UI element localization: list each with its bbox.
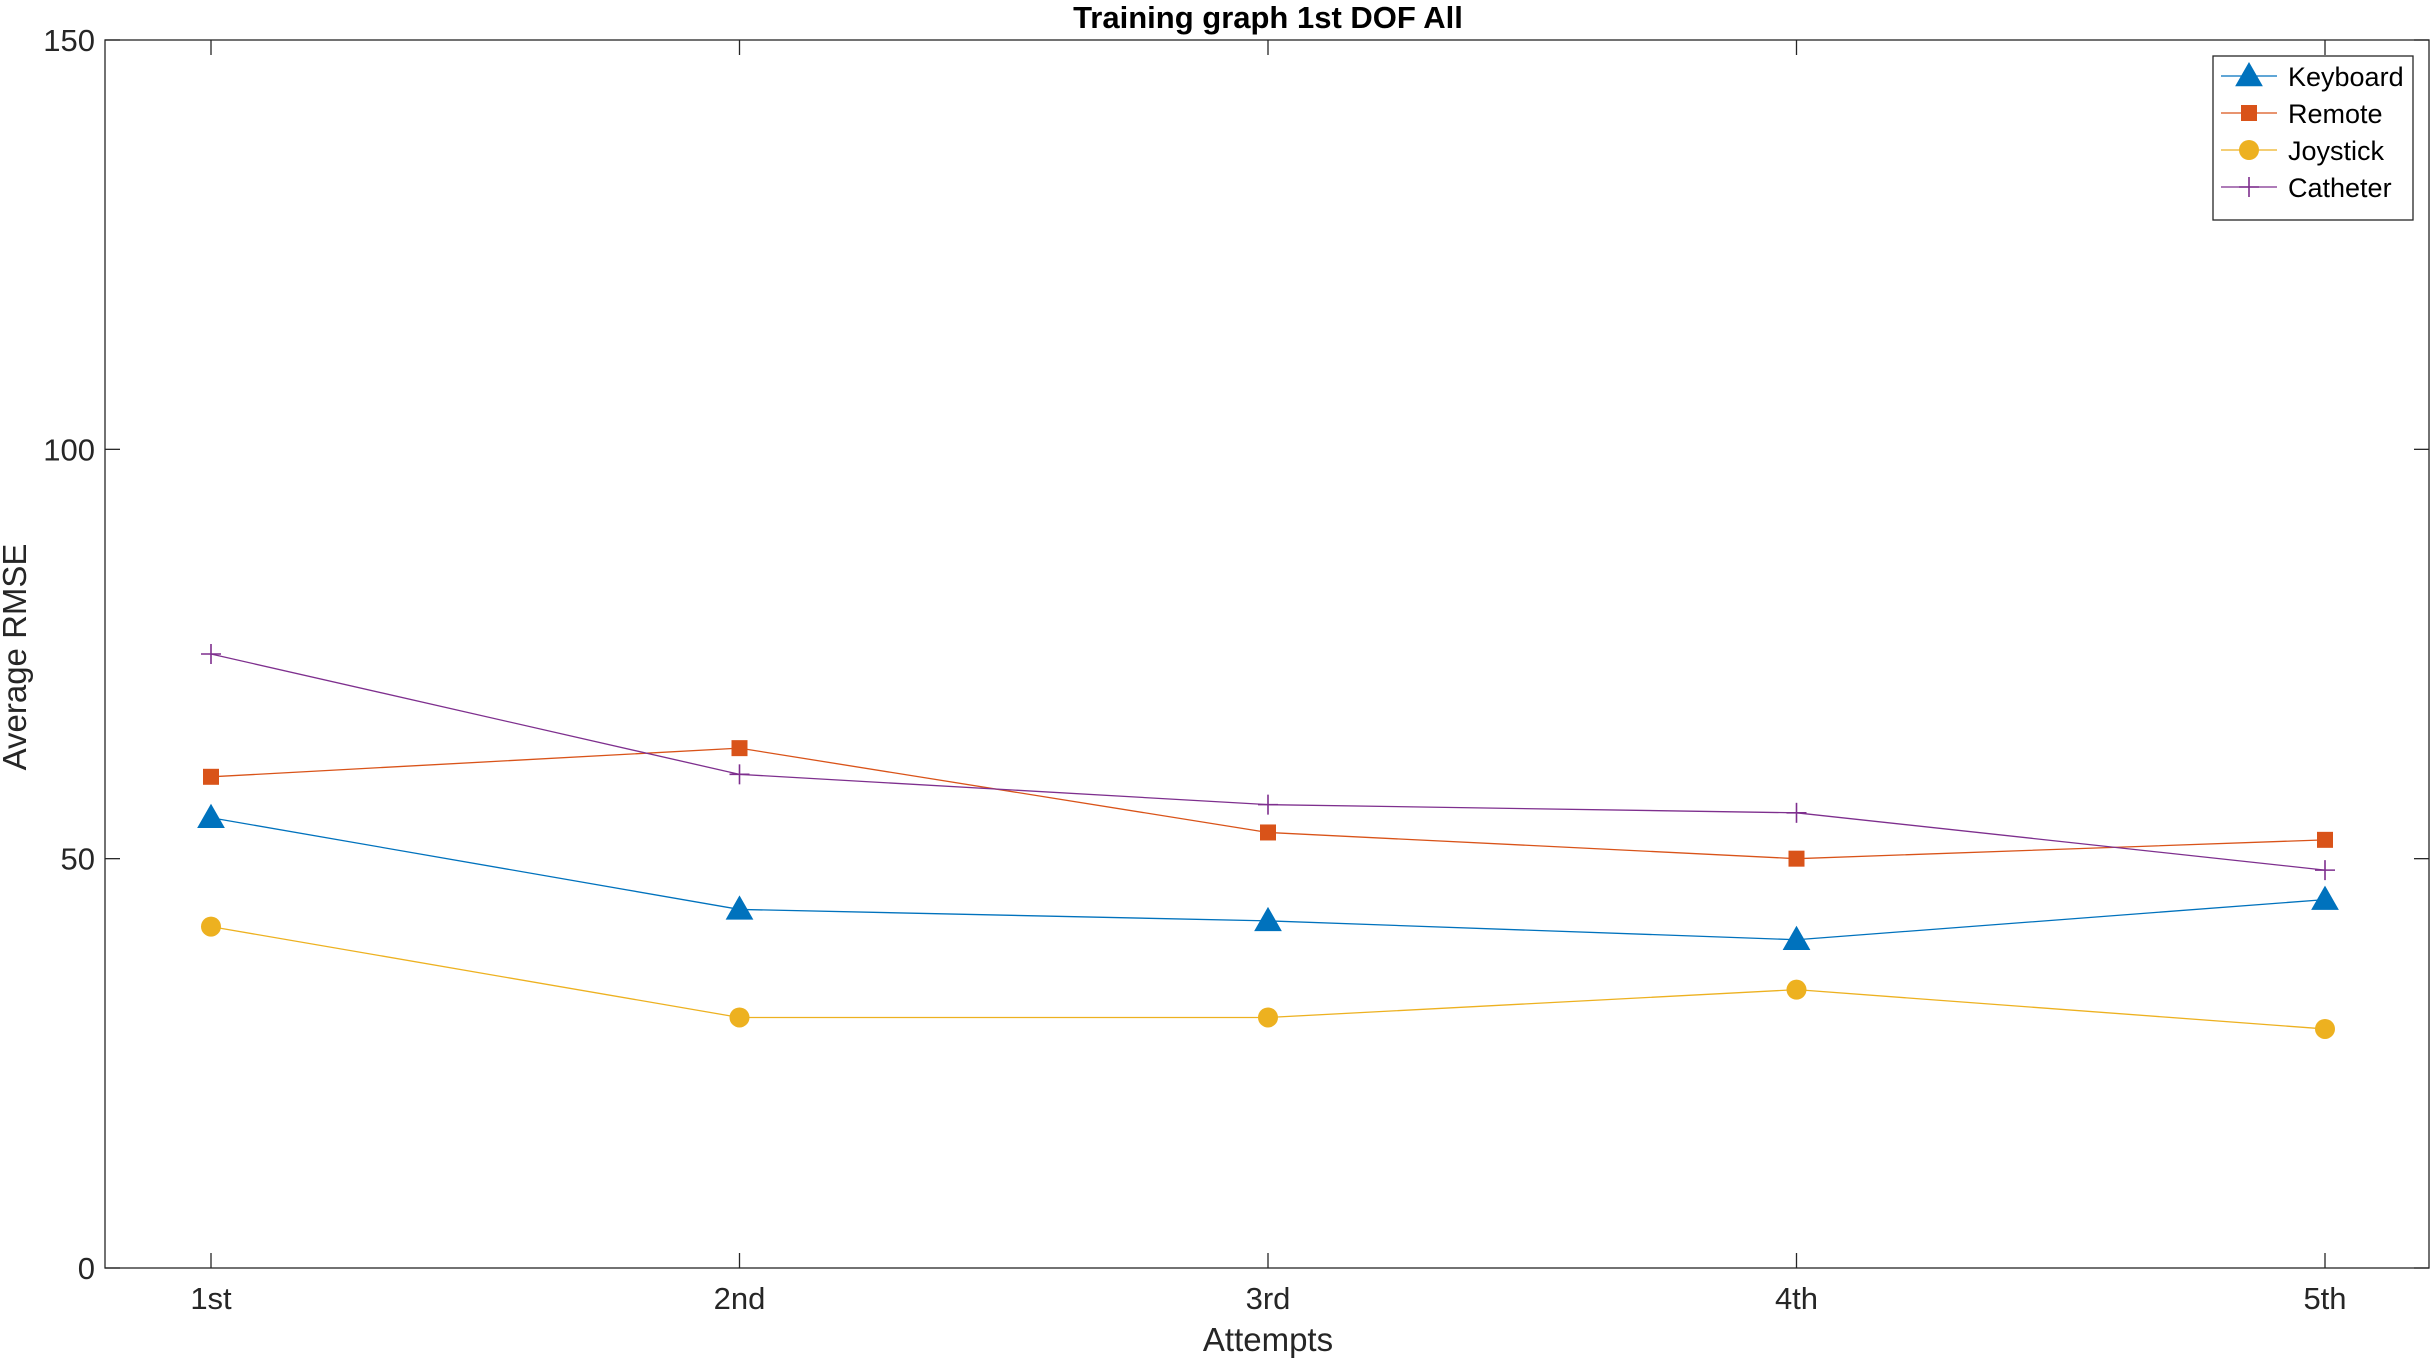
chart-title: Training graph 1st DOF All bbox=[1073, 0, 1463, 35]
catheter-data-point bbox=[201, 644, 221, 664]
catheter-data-point bbox=[2315, 860, 2335, 881]
x-tick-label: 1st bbox=[190, 1281, 232, 1316]
axis-ticks: 1st 2nd 3rd 4th 5th 0 50 100 150 bbox=[43, 23, 2429, 1316]
legend-marker-catheter bbox=[2239, 177, 2259, 197]
legend-marker-joystick bbox=[2239, 140, 2259, 160]
joystick-data-point bbox=[201, 916, 221, 937]
y-tick-label: 50 bbox=[61, 842, 95, 877]
y-tick-label: 150 bbox=[43, 23, 95, 58]
y-axis-label: Average RMSE bbox=[0, 544, 33, 771]
plot-area bbox=[104, 39, 2430, 1269]
remote-data-point bbox=[1260, 824, 1276, 841]
remote-data-point bbox=[203, 768, 219, 785]
joystick-data-point bbox=[729, 1007, 750, 1028]
y-tick-label: 100 bbox=[43, 432, 95, 467]
legend-marker-remote bbox=[2241, 105, 2257, 121]
keyboard-data-point bbox=[725, 895, 754, 920]
legend-label-catheter: Catheter bbox=[2288, 173, 2392, 203]
x-axis-label: Attempts bbox=[1203, 1321, 1333, 1358]
remote-data-point bbox=[2317, 831, 2333, 848]
legend: Keyboard Remote Joystick Catheter bbox=[2212, 55, 2414, 221]
legend-marker-keyboard bbox=[2235, 61, 2263, 87]
joystick-data-point bbox=[1258, 1007, 1278, 1028]
keyboard-data-point bbox=[2311, 885, 2339, 910]
remote-data-point bbox=[1788, 850, 1805, 867]
legend-label-keyboard: Keyboard bbox=[2288, 62, 2404, 92]
keyboard-data-point bbox=[197, 803, 225, 828]
x-tick-label: 2nd bbox=[714, 1281, 766, 1316]
x-tick-label: 3rd bbox=[1246, 1281, 1291, 1316]
joystick-data-point bbox=[2315, 1018, 2335, 1039]
catheter-data-point bbox=[1786, 802, 1807, 823]
catheter-data-point bbox=[1258, 794, 1278, 815]
legend-label-remote: Remote bbox=[2288, 99, 2383, 129]
remote-data-point bbox=[731, 740, 748, 757]
keyboard-data-point bbox=[1254, 906, 1282, 932]
series-layer bbox=[197, 644, 2339, 1039]
legend-box bbox=[2212, 55, 2414, 221]
joystick-data-point bbox=[1786, 979, 1807, 1000]
y-tick-label: 0 bbox=[78, 1251, 95, 1286]
catheter-data-point bbox=[729, 764, 750, 785]
legend-label-joystick: Joystick bbox=[2288, 136, 2385, 166]
x-tick-label: 4th bbox=[1775, 1281, 1818, 1316]
keyboard-data-point bbox=[1782, 925, 1811, 950]
x-tick-label: 5th bbox=[2303, 1281, 2346, 1316]
